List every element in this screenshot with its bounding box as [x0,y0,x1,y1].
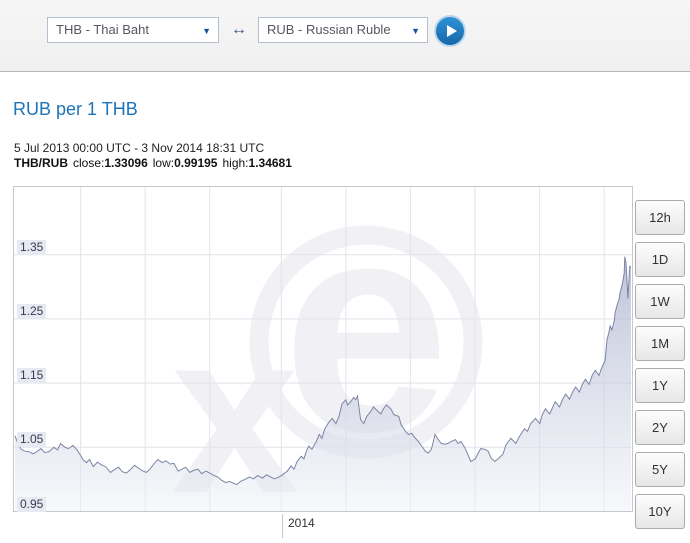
pair-label: THB/RUB [14,156,68,170]
currency-converter-bar: THB - Thai Baht ▼ ↔ RUB - Russian Ruble … [0,0,690,72]
close-value: 1.33096 [104,156,148,170]
date-range: 5 Jul 2013 00:00 UTC - 3 Nov 2014 18:31 … [14,141,265,155]
y-axis-label-1.35: 1.35 [17,239,47,255]
swap-currencies-icon: ↔ [222,17,256,43]
range-button-10y[interactable]: 10Y [635,494,685,529]
high-value: 1.34681 [248,156,292,170]
to-currency-select[interactable]: RUB - Russian Ruble ▼ [258,17,428,43]
range-button-1d[interactable]: 1D [635,242,685,277]
range-button-2y[interactable]: 2Y [635,410,685,445]
y-axis-label-1.05: 1.05 [17,432,47,448]
chevron-down-icon: ▼ [411,26,420,36]
go-button[interactable] [434,15,466,47]
close-label: close: [73,156,105,170]
swap-arrow-glyph: ↔ [231,21,247,38]
time-range-buttons: 12h 1D 1W 1M 1Y 2Y 5Y 10Y [635,200,685,536]
range-button-1m[interactable]: 1M [635,326,685,361]
x-axis-year-tick [282,514,283,538]
y-axis-label-0.95: 0.95 [17,496,47,512]
range-button-1w[interactable]: 1W [635,284,685,319]
x-axis-year-label: 2014 [288,516,315,530]
low-label: low: [152,156,175,170]
rate-area [15,256,631,511]
from-currency-value: THB - Thai Baht [56,22,149,37]
stats-line: THB/RUB close:1.33096 low:0.99195 high:1.34… [14,156,292,170]
y-axis-label-1.25: 1.25 [17,303,47,319]
y-axis-label-1.15: 1.15 [17,368,47,384]
play-icon [446,25,457,37]
range-button-5y[interactable]: 5Y [635,452,685,487]
rate-line [14,256,632,486]
exchange-rate-chart[interactable]: xe [14,187,632,511]
page-title: RUB per 1 THB [13,99,138,119]
high-label: high: [222,156,249,170]
range-button-12h[interactable]: 12h [635,200,685,235]
to-currency-value: RUB - Russian Ruble [267,22,391,37]
range-button-1y[interactable]: 1Y [635,368,685,403]
low-value: 0.99195 [174,156,218,170]
from-currency-select[interactable]: THB - Thai Baht ▼ [47,17,219,43]
chevron-down-icon: ▼ [202,26,211,36]
